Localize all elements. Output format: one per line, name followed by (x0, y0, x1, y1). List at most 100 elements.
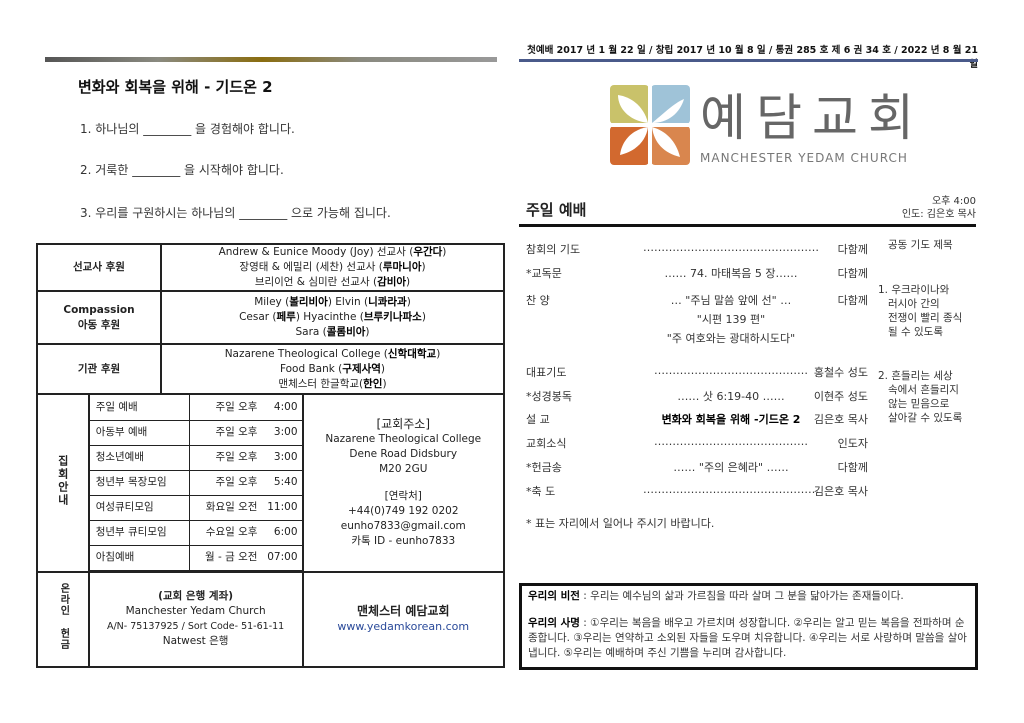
support-text: ) (365, 326, 370, 338)
support-text: ) (421, 311, 426, 323)
support-details: Miley (볼리비아) Elvin (니콰라과) Cesar (페루) Hyac… (160, 290, 505, 345)
website-link[interactable]: www.yedamkorean.com (337, 620, 470, 633)
support-country: 한인 (363, 377, 383, 390)
support-row: Compassion 아동 후원 Miley (볼리비아) Elvin (니콰라과)… (36, 290, 505, 345)
worship-item: 참회의 기도 (526, 243, 581, 256)
meeting-day: 주일 오후 (189, 420, 258, 446)
support-label-line: 기관 후원 (77, 362, 121, 375)
meetings-label-cell: 집회안내 (36, 393, 90, 573)
worship-content: "시편 139 편" (696, 313, 766, 326)
worship-title: 주일 예배 (526, 201, 587, 219)
worship-leader: 다함께 (837, 294, 868, 307)
support-details: Nazarene Theological College (신학대학교) Food… (160, 343, 505, 395)
contact-heading: [연락처] (384, 489, 422, 502)
address-line: Dene Road Didsbury (349, 447, 458, 460)
support-label: Compassion 아동 후원 (36, 290, 162, 345)
prayer-line: 2. 흔들리는 세상 (878, 370, 953, 382)
prayer-line: 될 수 있도록 (888, 326, 943, 338)
support-line: Miley (볼리비아) Elvin (니콰라과) (162, 295, 503, 310)
meeting-time: 5:40 (257, 470, 302, 496)
meeting-day: 수요일 오후 (189, 520, 258, 546)
support-text: ) (436, 347, 441, 360)
support-details: Andrew & Eunice Moody (Joy) 선교사 (우간다) 장영태… (160, 243, 505, 292)
prayer-line: 속에서 흔들리지 (888, 384, 959, 396)
meetings-label: 집회안내 (56, 454, 70, 507)
schedule-row: 청년부 목장모임 주일 오후 5:40 (89, 470, 302, 496)
mission-text: : ①우리는 복음을 배우고 가르치며 성장합니다. ②우리는 알고 믿는 복음… (528, 617, 967, 659)
mission: 우리의 사명 : ①우리는 복음을 배우고 가르치며 성장합니다. ②우리는 알… (528, 616, 969, 661)
support-text: ) (406, 276, 411, 288)
decorative-bar (45, 57, 497, 62)
question-3: 3. 우리를 구원하시는 하나님의 ________ 으로 가능해 집니다. (80, 206, 391, 220)
worship-leader: 김은호 목사 (813, 413, 868, 426)
meeting-name: 주일 예배 (89, 395, 190, 421)
worship-meta: 오후 4:00 인도: 김은호 목사 (902, 195, 976, 221)
schedule-row: 청소년예배 주일 오후 3:00 (89, 445, 302, 471)
support-line: Sara (콜롬비아) (162, 325, 503, 340)
support-text: ) Hyacinthe ( (295, 311, 364, 323)
support-country: 니콰라과 (368, 296, 407, 308)
email[interactable]: eunho7833@gmail.com (340, 519, 466, 532)
support-country: 신학대학교 (387, 347, 437, 360)
support-line: Andrew & Eunice Moody (Joy) 선교사 (우간다) (162, 245, 503, 260)
prayer-item-1: 1. 우크라이나와 러시아 간의 전쟁이 빨리 종식 될 수 있도록 (878, 283, 962, 339)
support-country: 우간다 (413, 246, 443, 258)
worship-content: …… "주의 은혜라" …… (673, 461, 789, 474)
bank-name: Natwest 은행 (162, 635, 229, 647)
church-name: 맨체스터 예담교회 (357, 604, 450, 618)
worship-item: 설 교 (526, 413, 550, 426)
worship-leader: 김은호 목사 (813, 485, 868, 498)
prayer-title: 공동 기도 제목 (888, 239, 953, 251)
worship-content: …………………………………… (654, 364, 808, 377)
support-country: 감비아 (377, 276, 407, 288)
meeting-name: 아침예배 (89, 545, 190, 571)
worship-content: ………………………………………… (643, 483, 819, 496)
meeting-day: 주일 오후 (189, 395, 258, 421)
account-name: Manchester Yedam Church (125, 605, 266, 617)
worship-item: *헌금송 (526, 461, 562, 474)
vision-label: 우리의 비전 (528, 590, 580, 602)
worship-leader: 인도: 김은호 목사 (901, 209, 976, 220)
address-line: M20 2GU (379, 462, 428, 475)
support-line: 맨체스터 한글학교(한인) (162, 377, 503, 392)
support-country: 볼리비아 (289, 296, 328, 308)
support-text: Cesar ( (239, 311, 277, 323)
worship-content: "주 여호와는 광대하시도다" (666, 332, 796, 345)
question-2: 2. 거룩한 ________ 을 시작해야 합니다. (80, 163, 284, 177)
offering-label-cell: 온라인 헌금 (36, 570, 90, 668)
support-row: 선교사 후원 Andrew & Eunice Moody (Joy) 선교사 (우… (36, 243, 505, 292)
support-text: 맨체스터 한글학교( (278, 377, 364, 390)
meeting-time: 3:00 (257, 420, 302, 446)
support-text: ) (421, 261, 426, 273)
address-line: Nazarene Theological College (325, 432, 482, 445)
church-logo-icon (610, 85, 690, 165)
prayer-item-2: 2. 흔들리는 세상 속에서 흔들리지 않는 믿음으로 살아갈 수 있도록 (878, 369, 962, 425)
support-text: ) (406, 296, 411, 308)
schedule-row: 아침예배 월 - 금 오전 07:00 (89, 545, 302, 571)
support-text: Food Bank ( (279, 362, 343, 375)
support-line: 브리이언 & 심미란 선교사 (감비아) (162, 275, 503, 290)
worship-time: 오후 4:00 (931, 196, 976, 207)
vision-mission-box: 우리의 비전 : 우리는 예수님의 삶과 가르침을 따라 살며 그 분을 닮아가… (519, 583, 978, 670)
meeting-day: 월 - 금 오전 (189, 545, 258, 571)
address-heading: [교회주소] (376, 416, 431, 431)
support-line: Food Bank (구제사역) (162, 362, 503, 377)
vision: 우리의 비전 : 우리는 예수님의 삶과 가르침을 따라 살며 그 분을 닮아가… (528, 589, 969, 604)
logo-subtitle: MANCHESTER YEDAM CHURCH (700, 151, 908, 165)
standing-note: * 표는 자리에서 일어나 주시기 바랍니다. (526, 517, 715, 530)
worship-rule (519, 224, 976, 227)
support-text: Sara ( (295, 326, 327, 338)
bulletin-header: 첫예배 2017 년 1 월 22 일 / 창립 2017 년 10 월 8 일… (527, 45, 978, 70)
meeting-day: 주일 오후 (189, 445, 258, 471)
worship-content: …… 삿 6:19-40 …… (677, 390, 785, 403)
support-label-line: 아동 후원 (77, 318, 121, 331)
bank-heading: (교회 은행 계좌) (158, 590, 234, 602)
prayer-line: 않는 믿음으로 (888, 398, 950, 410)
support-text: Nazarene Theological College ( (224, 347, 388, 360)
meeting-name: 아동부 예배 (89, 420, 190, 446)
worship-item: *교독문 (526, 267, 562, 280)
support-text: 장영태 & 에밀리 (세찬) 선교사 ( (239, 261, 383, 273)
schedule-row: 여성큐티모임 화요일 오전 11:00 (89, 495, 302, 521)
support-text: Andrew & Eunice Moody (Joy) 선교사 ( (218, 246, 414, 258)
meeting-time: 4:00 (257, 395, 302, 421)
